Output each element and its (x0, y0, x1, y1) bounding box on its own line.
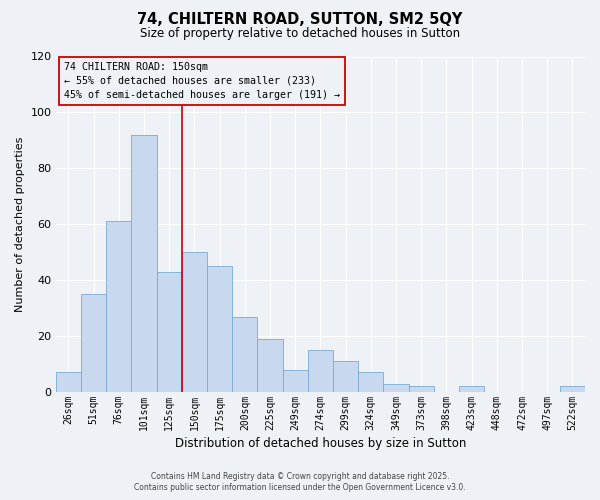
Bar (459, 386, 484, 392)
Bar (333, 362, 358, 392)
Bar (232, 316, 257, 392)
Bar (56, 372, 81, 392)
Text: Contains HM Land Registry data © Crown copyright and database right 2025.
Contai: Contains HM Land Registry data © Crown c… (134, 472, 466, 492)
Bar (283, 370, 308, 392)
X-axis label: Distribution of detached houses by size in Sutton: Distribution of detached houses by size … (175, 437, 466, 450)
Bar (560, 386, 585, 392)
Text: 74, CHILTERN ROAD, SUTTON, SM2 5QY: 74, CHILTERN ROAD, SUTTON, SM2 5QY (137, 12, 463, 28)
Bar (257, 339, 283, 392)
Bar (106, 222, 131, 392)
Bar (81, 294, 106, 392)
Bar (308, 350, 333, 392)
Bar (358, 372, 383, 392)
Y-axis label: Number of detached properties: Number of detached properties (15, 136, 25, 312)
Text: 74 CHILTERN ROAD: 150sqm
← 55% of detached houses are smaller (233)
45% of semi-: 74 CHILTERN ROAD: 150sqm ← 55% of detach… (64, 62, 340, 100)
Bar (157, 272, 182, 392)
Bar (409, 386, 434, 392)
Bar (131, 135, 157, 392)
Bar (207, 266, 232, 392)
Bar (383, 384, 409, 392)
Bar (182, 252, 207, 392)
Text: Size of property relative to detached houses in Sutton: Size of property relative to detached ho… (140, 28, 460, 40)
